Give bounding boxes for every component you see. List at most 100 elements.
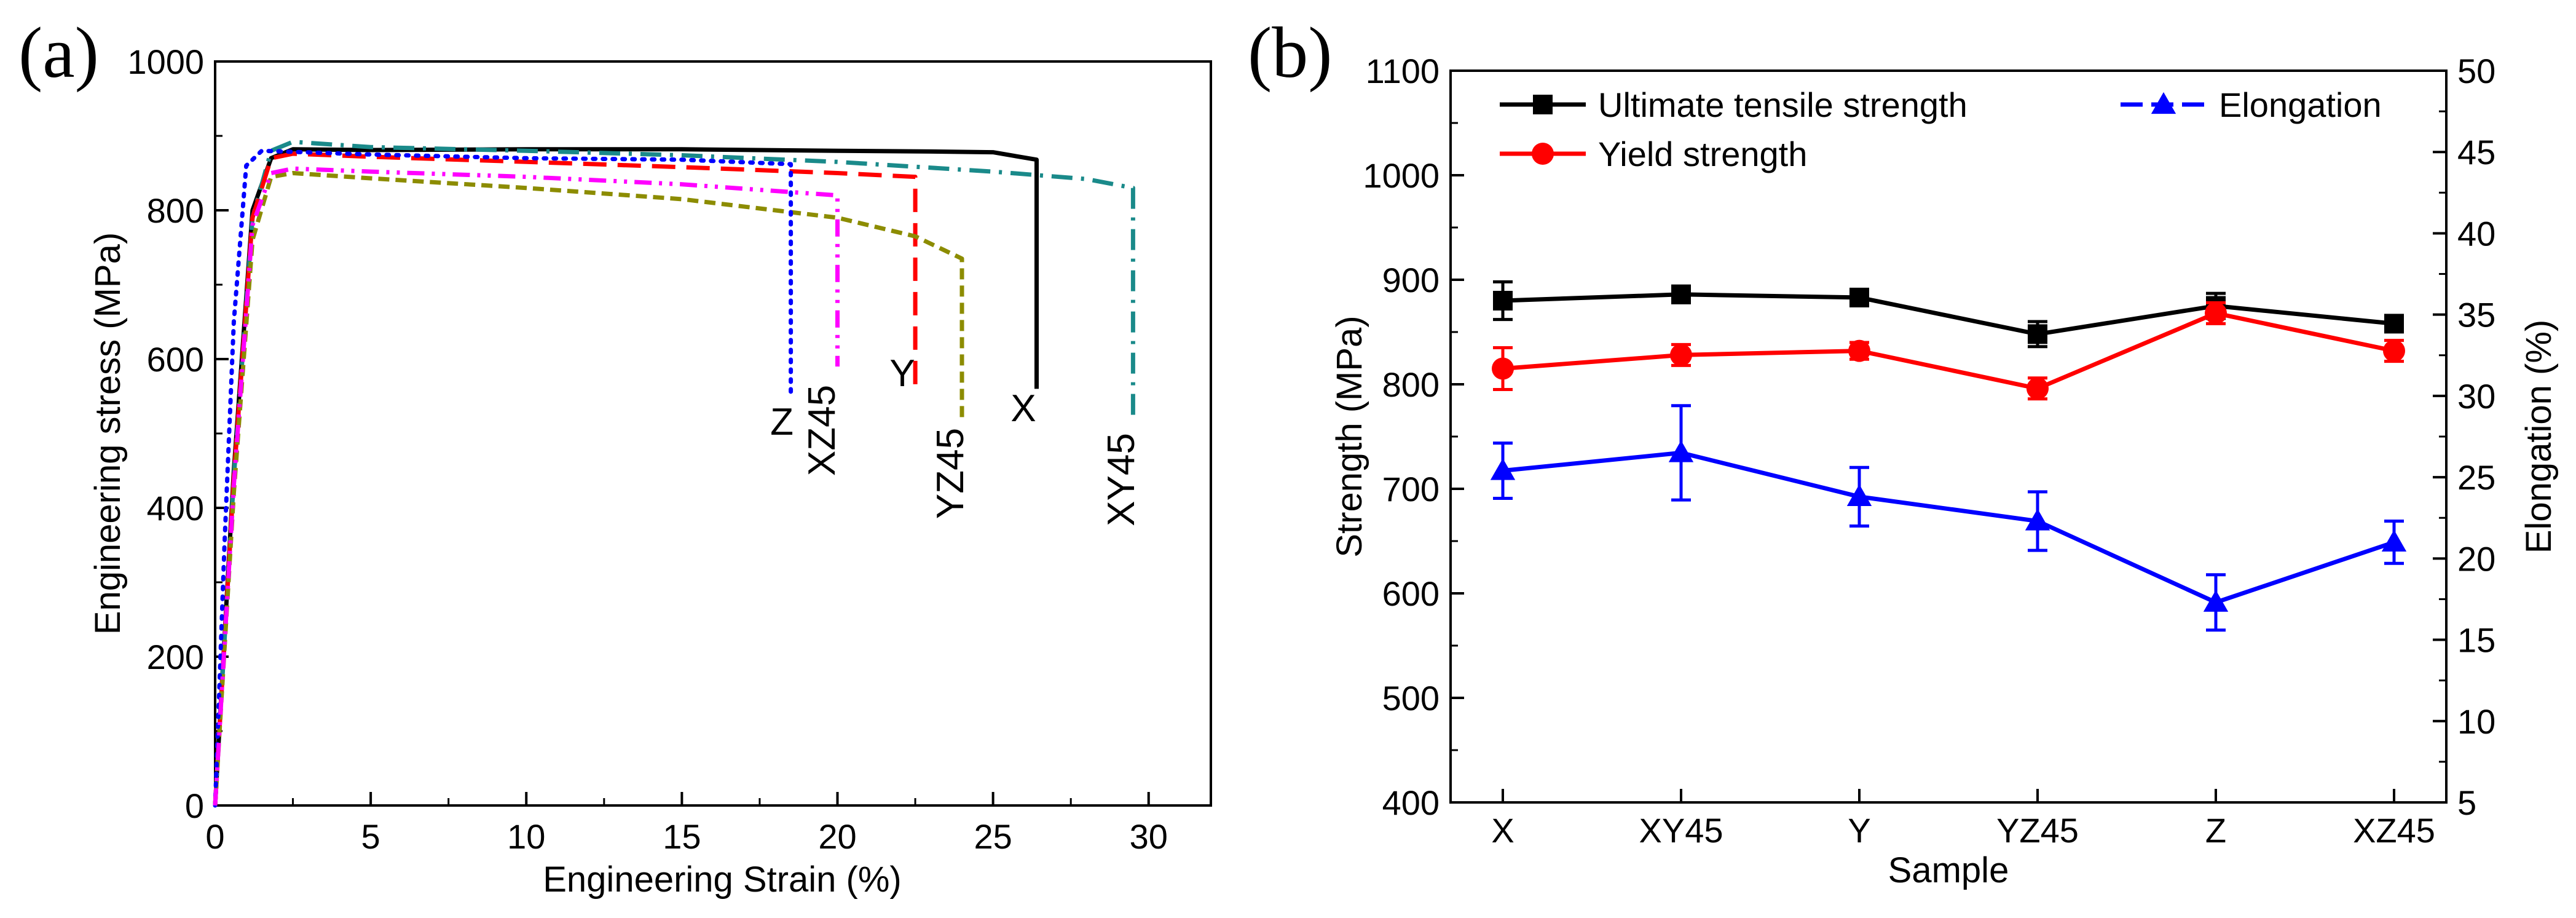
x-tick-label: X [1491,811,1514,850]
series-line [1502,450,2395,605]
panel-b-legend: Ultimate tensile strength Yield strength E… [1500,85,2382,173]
data-point [2384,314,2404,334]
panel-a-y-ticks: 0 200 400 600 800 1000 [127,42,229,825]
y-tick-label: 900 [1382,261,1440,299]
curve-label-x: X [1010,387,1036,430]
y-tick-label: 200 [147,638,204,676]
series-yield-strength [1492,301,2405,401]
y-tick-label: 1100 [1366,52,1440,90]
y-tick-label: 400 [147,489,204,528]
panel-b-strength-elongation-chart: (b) X XY45 Y YZ45 Z XZ45 400 500 600 700 800 900 10… [1248,12,2559,890]
curve-label-y: Y [889,352,915,395]
series-line-x [213,147,1039,806]
panel-a-annotations: X XY45 Y YZ45 Z XZ45 [770,352,1143,526]
legend-marker [2151,92,2176,114]
data-point [1490,458,1516,480]
panel-a-x-ticks: 0 5 10 15 20 25 30 [205,792,1168,856]
data-point [1492,357,1514,380]
panel-b-plot-frame [1449,69,2448,804]
y-tick-label: 700 [1382,470,1440,508]
curve-label-z: Z [770,401,794,443]
x-tick-label: Y [1848,811,1870,850]
y2-tick-label: 40 [2457,214,2495,253]
legend-label: Yield strength [1598,135,1807,173]
y-tick-label: 1000 [127,42,204,81]
panel-a-label: (a) [18,12,99,93]
data-point [2383,339,2405,362]
data-point [1846,484,1872,506]
panel-b-x-axis-label: Sample [1888,850,2009,890]
legend-marker [1532,143,1554,165]
y-tick-label: 500 [1382,679,1440,718]
y-tick-label: 0 [185,786,204,825]
panel-a-stress-strain-chart: (a) 0 5 10 15 20 25 30 0 200 400 600 800 1000 X XY45… [18,12,1212,900]
panel-b-right-y-axis-label: Elongation (%) [2519,320,2559,553]
series-line-xz45 [213,166,840,806]
data-point [2381,529,2407,552]
data-point [2203,590,2229,612]
data-point [1493,291,1513,311]
x-tick-label: Z [2205,811,2226,850]
curve-label-xy45: XY45 [1100,433,1143,526]
x-tick-label: 25 [974,817,1012,856]
y-tick-label: 800 [1382,365,1440,404]
data-point [1670,344,1692,366]
y2-tick-label: 50 [2457,52,2495,90]
panel-b-left-y-ticks: 400 500 600 700 800 900 1000 1100 [1363,52,1464,822]
series-line-y [213,151,918,806]
panel-a-series [213,140,1135,808]
legend-marker [1533,95,1553,114]
x-tick-label: 10 [507,817,545,856]
data-point [2028,324,2047,344]
panel-b-label: (b) [1248,12,1333,93]
x-tick-label: 5 [361,817,380,856]
y2-tick-label: 20 [2457,539,2495,578]
legend-entry-elongation: Elongation [2121,85,2382,124]
panel-b-left-y-axis-label: Strength (MPa) [1329,315,1369,557]
y2-tick-label: 35 [2457,296,2495,334]
x-tick-label: XY45 [1639,811,1723,850]
x-tick-label: YZ45 [1996,811,2079,850]
legend-label: Elongation [2219,85,2382,124]
data-point [1668,440,1694,462]
series-ultimate-tensile-strength [1493,280,2404,349]
y-tick-label: 600 [147,340,204,379]
panel-b-x-ticks: X XY45 Y YZ45 Z XZ45 [1491,789,2435,850]
data-point [2027,377,2049,400]
series-line-z [213,148,794,808]
panel-a-y-axis-label: Engineering stress (MPa) [88,232,128,635]
x-tick-label: 30 [1130,817,1168,856]
series-line-xy45 [213,140,1135,806]
y-tick-label: 600 [1382,574,1440,613]
x-tick-label: 15 [663,817,701,856]
y2-tick-label: 25 [2457,458,2495,497]
y2-tick-label: 15 [2457,621,2495,660]
legend-label: Ultimate tensile strength [1598,85,1967,124]
data-point [2205,302,2227,325]
legend-entry-ultimate-tensile-strength: Ultimate tensile strength [1500,85,1967,124]
x-tick-label: 0 [205,817,224,856]
y-tick-label: 1000 [1363,156,1440,195]
x-tick-label: XZ45 [2353,811,2435,850]
data-point [1848,339,1870,362]
series-line-yz45 [213,171,964,806]
curve-label-yz45: YZ45 [929,428,972,519]
panel-a-x-axis-label: Engineering Strain (%) [543,860,902,900]
curve-label-xz45: XZ45 [801,385,843,476]
y2-tick-label: 45 [2457,133,2495,172]
legend-entry-yield-strength: Yield strength [1500,135,1807,173]
y-tick-label: 400 [1382,783,1440,822]
data-point [2025,508,2050,531]
y-tick-label: 800 [147,191,204,230]
y2-tick-label: 5 [2457,783,2476,822]
data-point [1671,284,1691,304]
data-point [1849,287,1869,307]
series-line [1502,292,2395,336]
panel-b-series [1490,280,2407,632]
x-tick-label: 20 [818,817,856,856]
y2-tick-label: 30 [2457,377,2495,416]
y2-tick-label: 10 [2457,702,2495,741]
series-elongation [1490,404,2407,632]
panel-b-right-y-ticks: 5 10 15 20 25 30 35 40 45 50 [2433,52,2495,822]
